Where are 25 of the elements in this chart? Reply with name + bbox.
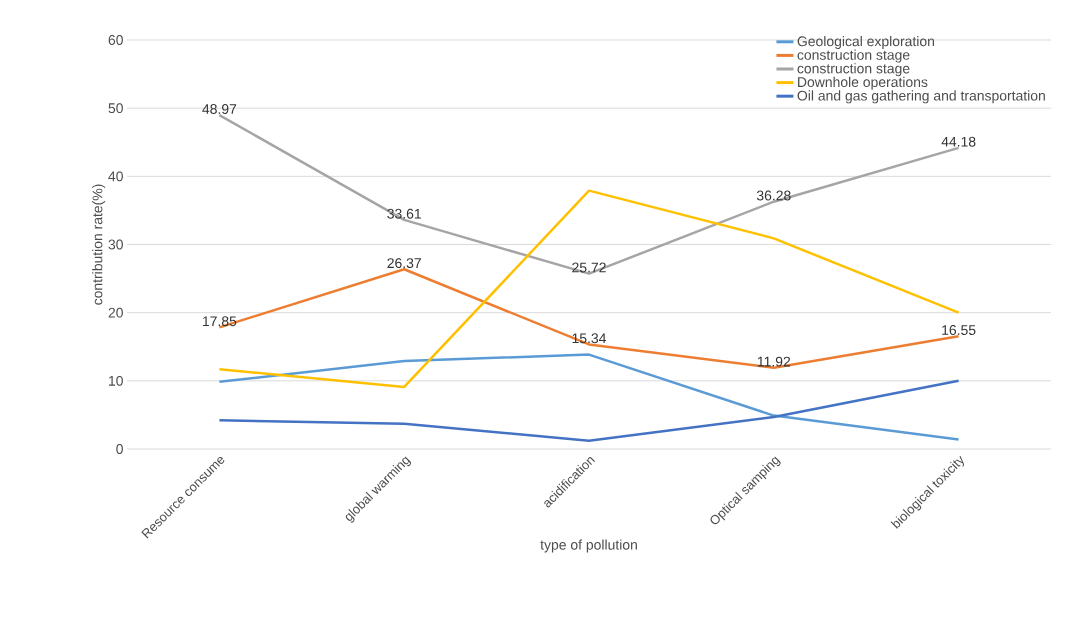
data-label: 26.37 bbox=[387, 258, 421, 269]
line-series bbox=[218, 353, 960, 441]
y-tick-label: 0 bbox=[116, 444, 123, 454]
data-label: 16.55 bbox=[942, 325, 976, 335]
data-label: 48.97 bbox=[202, 104, 237, 114]
data-label: 36.28 bbox=[756, 190, 791, 201]
data-label: 44.18 bbox=[941, 136, 976, 147]
data-label: 25.72 bbox=[572, 262, 606, 273]
y-tick-label: 30 bbox=[108, 239, 123, 250]
y-tick-label: 10 bbox=[109, 375, 123, 386]
y-tick-label: 50 bbox=[108, 103, 123, 114]
data-label: 11.92 bbox=[757, 356, 791, 367]
y-tick-label: 20 bbox=[108, 307, 123, 318]
legend-label: construction stage bbox=[797, 63, 910, 77]
legend-label: Oil and gas gathering and transportation bbox=[797, 90, 1045, 104]
y-tick-label: 40 bbox=[108, 171, 123, 182]
data-label: 17.85 bbox=[203, 316, 237, 327]
legend-label: Geological exploration bbox=[797, 36, 934, 49]
line-series bbox=[218, 379, 960, 443]
y-axis-title: contribution rate(%) bbox=[92, 184, 106, 305]
data-label: 33.61 bbox=[387, 208, 421, 219]
y-tick-label: 60 bbox=[108, 35, 123, 45]
legend-label: Downhole operations bbox=[798, 76, 928, 90]
legend-label: construction stage bbox=[797, 49, 910, 63]
x-axis-title: type of pollution bbox=[540, 539, 637, 553]
